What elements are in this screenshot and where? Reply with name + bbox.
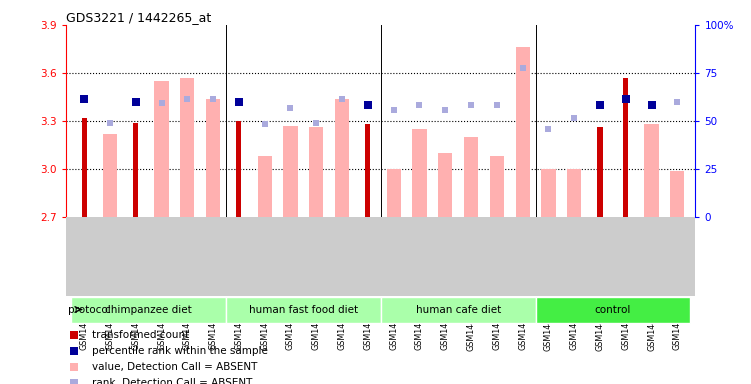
Bar: [82, 118, 86, 217]
Bar: [387, 169, 401, 217]
Bar: [237, 121, 242, 217]
Point: [465, 102, 477, 108]
Point: [155, 100, 167, 106]
Bar: [133, 122, 138, 217]
Bar: [381, 297, 535, 323]
Bar: [490, 156, 504, 217]
Point: [569, 115, 581, 121]
Point: [130, 99, 142, 105]
Text: value, Detection Call = ABSENT: value, Detection Call = ABSENT: [92, 362, 257, 372]
Text: percentile rank within the sample: percentile rank within the sample: [92, 346, 267, 356]
Point: [233, 99, 245, 105]
Bar: [309, 127, 324, 217]
Bar: [226, 297, 381, 323]
Point: [594, 102, 606, 108]
Bar: [283, 126, 297, 217]
Bar: [597, 127, 602, 217]
Bar: [515, 47, 529, 217]
Text: human cafe diet: human cafe diet: [415, 305, 501, 314]
Point: [491, 102, 503, 108]
Bar: [155, 81, 169, 217]
Bar: [644, 124, 659, 217]
Point: [414, 102, 426, 108]
Bar: [103, 134, 117, 217]
Point: [362, 102, 374, 108]
Point: [310, 119, 322, 126]
Bar: [438, 153, 452, 217]
Text: human fast food diet: human fast food diet: [249, 305, 358, 314]
Bar: [567, 169, 581, 217]
Point: [517, 65, 529, 71]
Bar: [412, 129, 427, 217]
Bar: [464, 137, 478, 217]
Text: control: control: [595, 305, 631, 314]
Point: [285, 105, 297, 111]
Point: [336, 96, 348, 102]
Bar: [206, 99, 220, 217]
Point: [646, 102, 658, 108]
Point: [104, 119, 116, 126]
Point: [68, 348, 80, 354]
Point: [258, 121, 270, 127]
Text: GDS3221 / 1442265_at: GDS3221 / 1442265_at: [66, 11, 211, 24]
Point: [68, 332, 80, 338]
Bar: [258, 156, 272, 217]
Point: [78, 96, 90, 102]
Bar: [623, 78, 629, 217]
Bar: [535, 297, 690, 323]
Bar: [541, 169, 556, 217]
Text: chimpanzee diet: chimpanzee diet: [105, 305, 192, 314]
Point: [542, 126, 554, 132]
Text: rank, Detection Call = ABSENT: rank, Detection Call = ABSENT: [92, 378, 252, 384]
Bar: [365, 124, 370, 217]
Bar: [671, 170, 684, 217]
Point: [620, 96, 632, 102]
Bar: [335, 99, 349, 217]
Text: protocol: protocol: [68, 305, 110, 314]
Point: [68, 380, 80, 384]
Bar: [180, 78, 195, 217]
Point: [181, 96, 193, 102]
Point: [671, 99, 683, 105]
Point: [439, 107, 451, 113]
Point: [68, 364, 80, 371]
Text: transformed count: transformed count: [92, 330, 189, 340]
Point: [388, 107, 400, 113]
Point: [207, 96, 219, 102]
Bar: [71, 297, 226, 323]
